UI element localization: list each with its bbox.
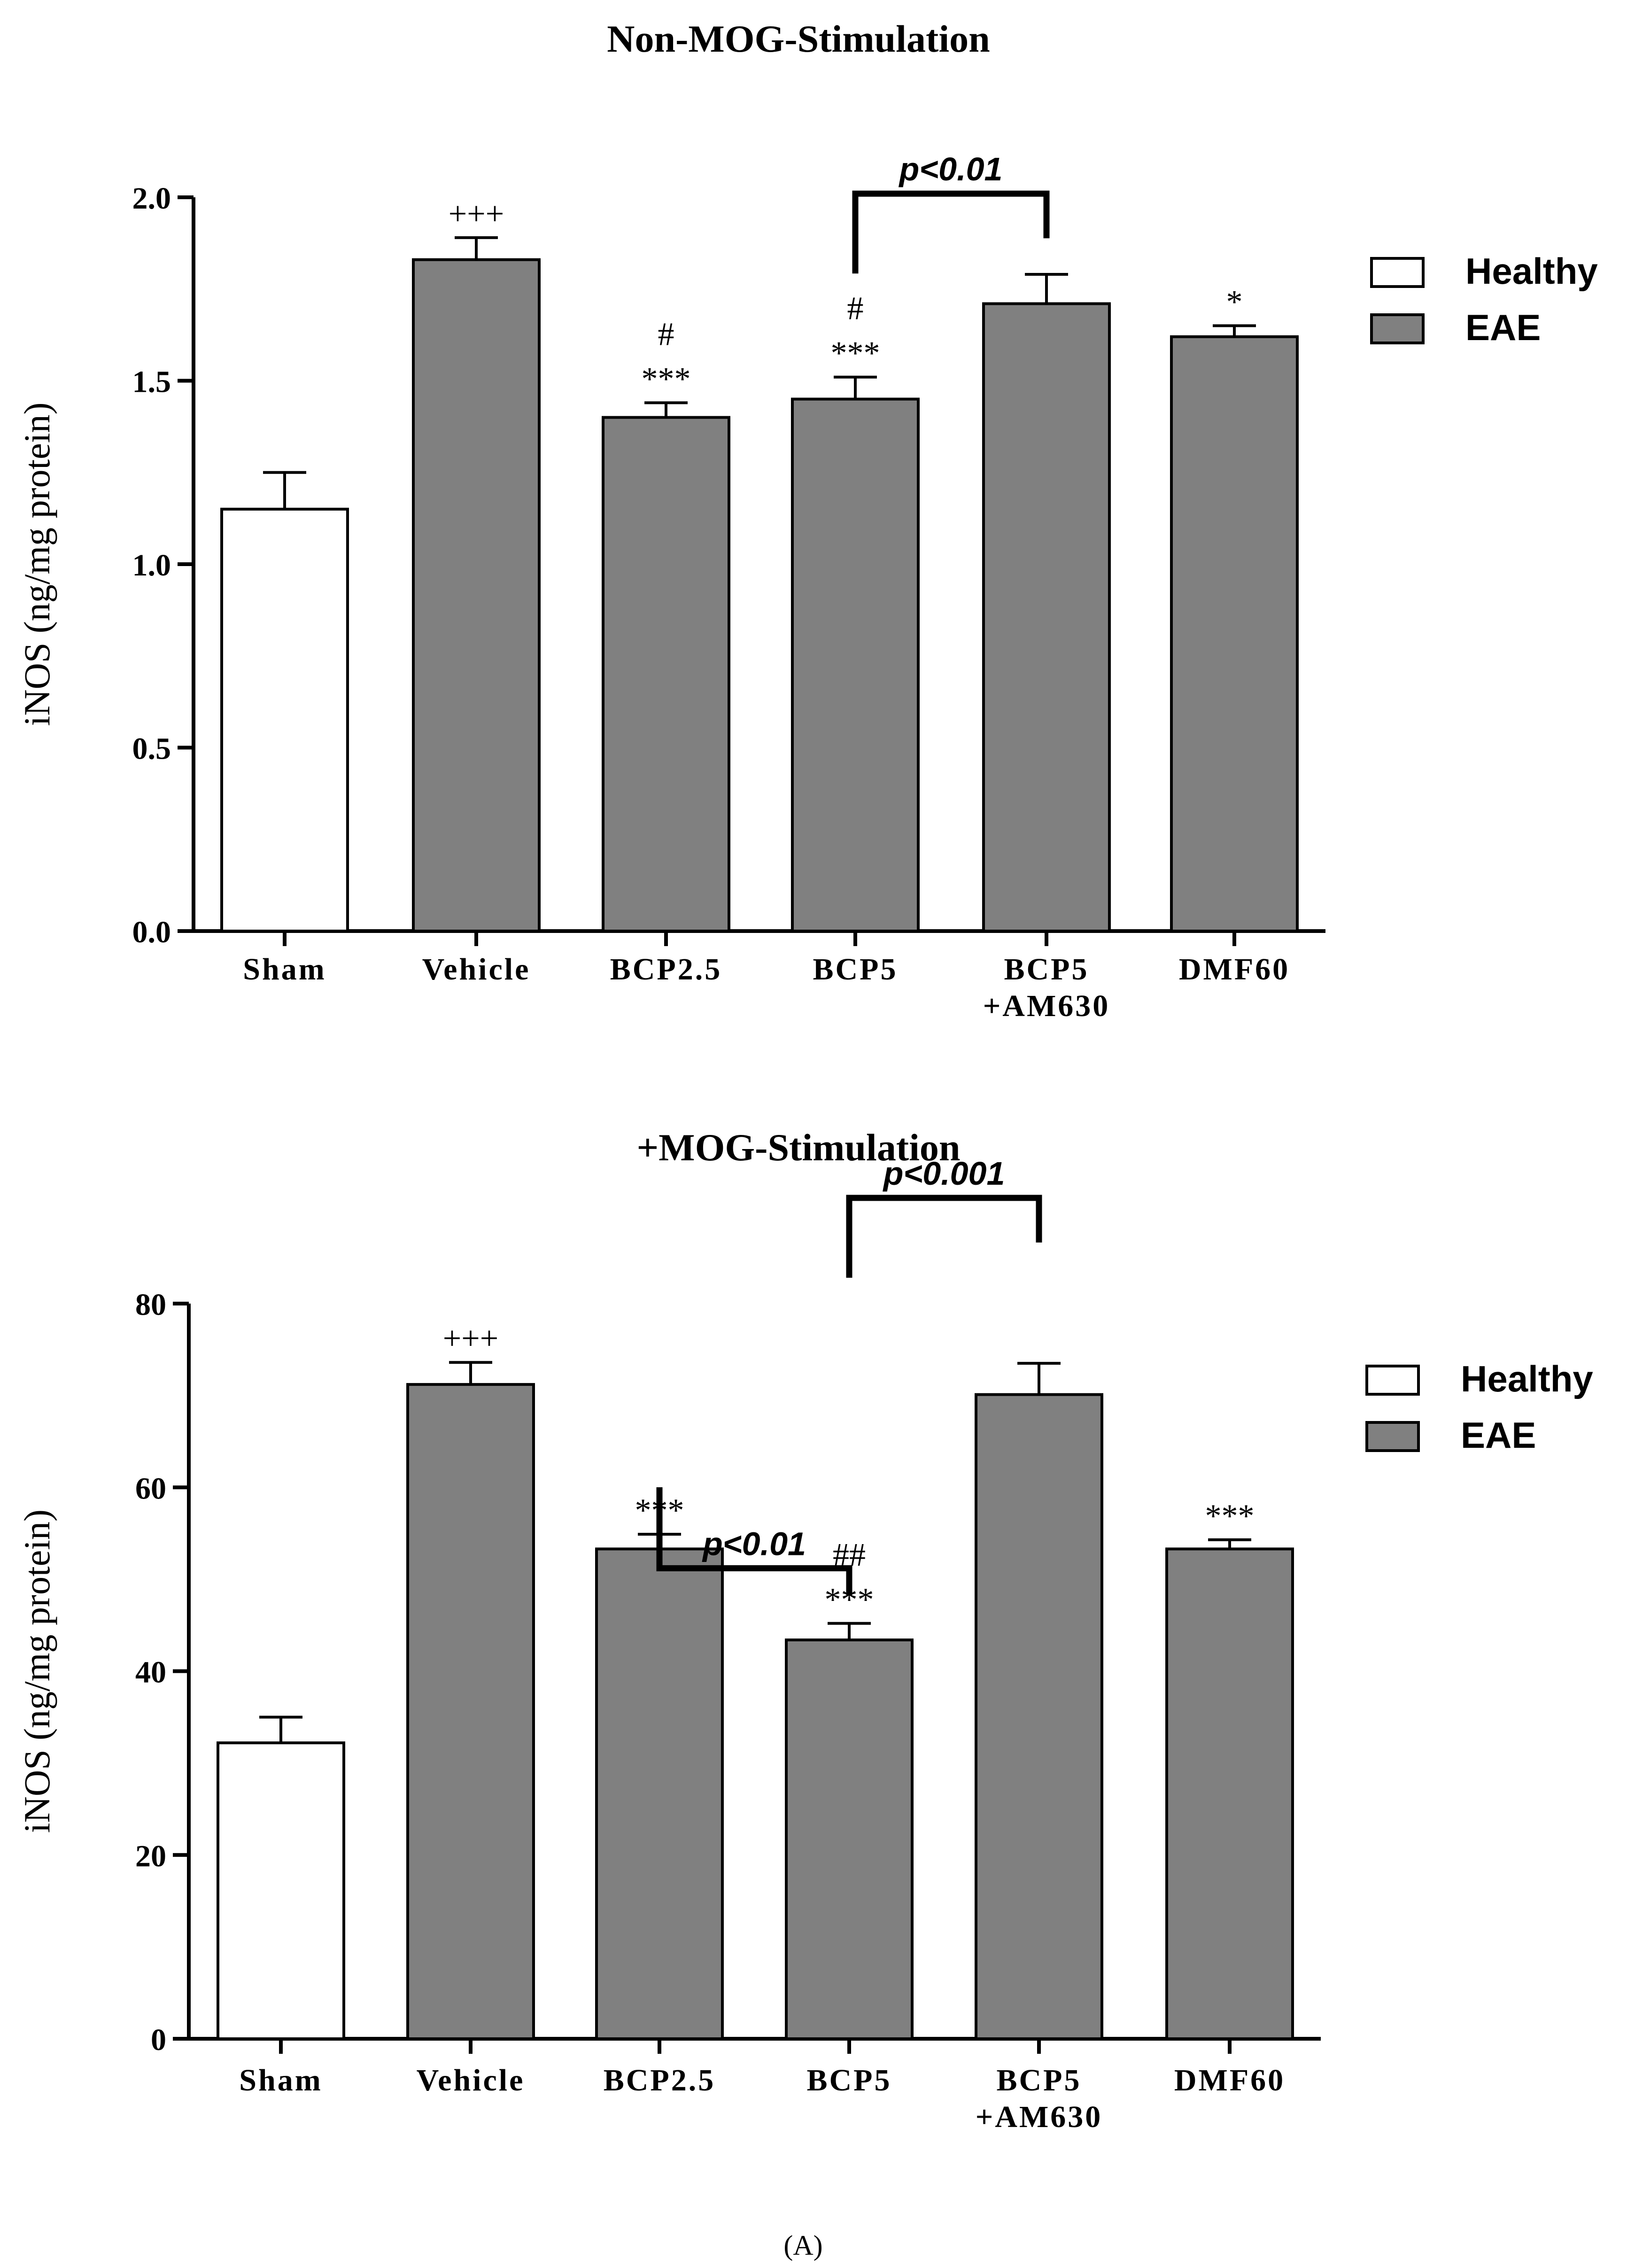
y-tick-label: 0.0 (132, 915, 171, 949)
x-tick-label: DMF60 (1174, 2063, 1285, 2097)
chart-panel-2: +MOG-Stimulation iNOS (ng/mg protein) 0 20 4… (16, 1126, 1593, 2134)
x-tick-label: BCP5 (807, 2063, 892, 2097)
legend-label: EAE (1465, 307, 1541, 348)
significance-label: +++ (443, 1320, 498, 1357)
x-tick-label: +AM630 (976, 2100, 1103, 2134)
legend-label: Healthy (1461, 1358, 1593, 1399)
legend-swatch (1365, 1421, 1420, 1452)
bar (217, 1741, 345, 2040)
legend-swatch (1370, 313, 1425, 344)
significance-bracket (656, 1487, 852, 1595)
x-tick-label: BCP5 (997, 2063, 1082, 2097)
bar (602, 416, 730, 932)
x-tick-label: Sham (243, 952, 326, 986)
significance-bracket (846, 1195, 1042, 1278)
y-tick-label: 2.0 (132, 181, 171, 216)
bar (785, 1638, 914, 2041)
significance-label: +++ (449, 196, 504, 232)
y-tick-label: 0 (151, 2023, 166, 2057)
bar (412, 258, 541, 932)
chart-panel-1: Non-MOG-Stimulation iNOS (ng/mg protein) 0… (16, 17, 1598, 1023)
y-tick-label: 80 (135, 1288, 166, 1322)
significance-bracket (852, 190, 1050, 274)
x-tick-label: Vehicle (422, 952, 531, 986)
bar (975, 1393, 1103, 2040)
bar (791, 397, 920, 932)
x-tick-label: DMF60 (1179, 952, 1290, 986)
y-tick-label: 0.5 (132, 732, 171, 766)
bracket-p-value: p<0.01 (899, 151, 1003, 187)
y-tick-label: 20 (135, 1839, 166, 1873)
y-axis-label: iNOS (ng/mg protein) (16, 1509, 57, 1833)
bracket-p-value: p<0.01 (702, 1525, 806, 1562)
x-tick-label: BCP5 (813, 952, 898, 986)
significance-label: *** (1205, 1498, 1255, 1534)
bar (1165, 1547, 1294, 2041)
chart-title: +MOG-Stimulation (636, 1126, 960, 1169)
y-tick-label: 1.0 (132, 548, 171, 583)
legend-swatch (1370, 257, 1425, 288)
chart-title: Non-MOG-Stimulation (607, 17, 990, 60)
bar (220, 507, 349, 932)
bracket-p-value: p<0.001 (883, 1155, 1005, 1192)
x-tick-label: BCP2.5 (604, 2063, 716, 2097)
significance-label: * (1226, 284, 1243, 320)
significance-label: *** (642, 361, 691, 397)
bar (595, 1547, 724, 2041)
significance-label: # (847, 291, 864, 327)
bar (982, 302, 1111, 932)
legend-label: EAE (1461, 1414, 1536, 1456)
figure-label: (A) (783, 2230, 822, 2261)
y-tick-label: 1.5 (132, 365, 171, 399)
legend-swatch (1365, 1365, 1420, 1396)
x-tick-label: BCP5 (1004, 952, 1089, 986)
x-tick-label: Vehicle (417, 2063, 525, 2097)
bar (406, 1383, 535, 2040)
significance-label: *** (831, 335, 880, 372)
bar (1170, 335, 1299, 932)
y-tick-label: 40 (135, 1655, 166, 1690)
x-tick-label: Sham (239, 2063, 322, 2097)
y-axis-label: iNOS (ng/mg protein) (16, 403, 57, 726)
legend-label: Healthy (1465, 250, 1598, 292)
x-tick-label: +AM630 (983, 989, 1110, 1023)
y-tick-label: 60 (135, 1471, 166, 1506)
significance-label: # (658, 316, 674, 352)
x-tick-label: BCP2.5 (610, 952, 722, 986)
